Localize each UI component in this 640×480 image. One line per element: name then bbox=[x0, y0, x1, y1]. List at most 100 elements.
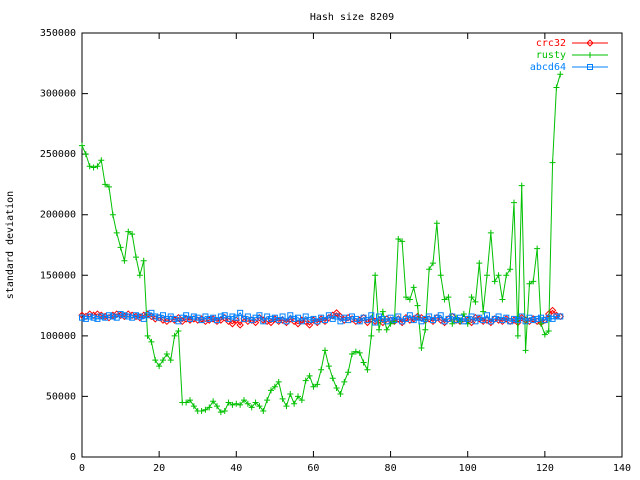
point bbox=[468, 294, 475, 301]
point bbox=[356, 318, 363, 325]
point bbox=[372, 272, 379, 279]
point bbox=[121, 312, 128, 319]
point bbox=[268, 387, 274, 394]
x-tick-label: 100 bbox=[459, 463, 477, 474]
point bbox=[221, 407, 228, 414]
point bbox=[159, 316, 167, 324]
point bbox=[333, 384, 340, 391]
point bbox=[433, 220, 440, 227]
point bbox=[372, 319, 379, 326]
point bbox=[210, 398, 217, 405]
point bbox=[156, 363, 163, 370]
point bbox=[125, 313, 132, 320]
point bbox=[106, 312, 112, 319]
y-tick-label: 300000 bbox=[40, 89, 76, 100]
point bbox=[98, 157, 105, 164]
point bbox=[264, 397, 271, 404]
point bbox=[271, 383, 278, 390]
point bbox=[437, 272, 444, 279]
point bbox=[364, 366, 371, 373]
point bbox=[86, 163, 93, 170]
point bbox=[410, 284, 417, 291]
point bbox=[376, 326, 382, 333]
point bbox=[302, 377, 309, 384]
point bbox=[364, 317, 371, 324]
point bbox=[117, 244, 124, 251]
point bbox=[553, 313, 560, 320]
point bbox=[441, 296, 448, 303]
point bbox=[383, 318, 390, 325]
point bbox=[322, 317, 328, 324]
point bbox=[140, 315, 147, 322]
point bbox=[287, 391, 294, 398]
point bbox=[175, 318, 182, 325]
point bbox=[368, 312, 375, 319]
point bbox=[418, 344, 425, 351]
point bbox=[337, 391, 344, 398]
point bbox=[337, 318, 344, 325]
point bbox=[437, 312, 444, 319]
point bbox=[233, 314, 240, 321]
point bbox=[298, 397, 305, 404]
point bbox=[221, 312, 228, 319]
point bbox=[217, 409, 224, 416]
point bbox=[206, 315, 213, 322]
x-tick-label: 120 bbox=[536, 463, 554, 474]
point bbox=[144, 332, 151, 339]
y-tick-label: 350000 bbox=[40, 28, 76, 39]
point bbox=[167, 357, 174, 364]
legend-label: rusty bbox=[536, 50, 566, 61]
point bbox=[399, 238, 406, 245]
point bbox=[507, 266, 514, 273]
point bbox=[503, 314, 510, 321]
point bbox=[349, 351, 355, 358]
point bbox=[260, 318, 267, 325]
point bbox=[445, 294, 452, 301]
point bbox=[236, 321, 244, 329]
point bbox=[383, 326, 390, 333]
point bbox=[518, 313, 525, 320]
plot-frame bbox=[81, 32, 623, 458]
point bbox=[129, 231, 136, 238]
point bbox=[414, 302, 421, 309]
y-tick-label: 100000 bbox=[40, 331, 76, 342]
point bbox=[244, 400, 251, 407]
point bbox=[298, 318, 305, 325]
point bbox=[341, 378, 348, 385]
point bbox=[233, 400, 240, 407]
point bbox=[260, 407, 267, 414]
point bbox=[491, 278, 498, 285]
point bbox=[133, 254, 139, 261]
point bbox=[248, 404, 255, 411]
y-tick-label: 50000 bbox=[46, 391, 76, 402]
point bbox=[244, 313, 251, 320]
point bbox=[345, 317, 352, 324]
point bbox=[352, 348, 359, 355]
point bbox=[511, 199, 517, 206]
x-tick-label: 60 bbox=[307, 463, 319, 474]
point bbox=[356, 349, 363, 356]
x-tick-label: 0 bbox=[79, 463, 85, 474]
point bbox=[306, 372, 313, 379]
point bbox=[360, 359, 367, 366]
point bbox=[93, 310, 102, 318]
point bbox=[484, 312, 490, 319]
point bbox=[514, 332, 521, 339]
point bbox=[256, 403, 263, 410]
point bbox=[332, 309, 341, 317]
point bbox=[426, 266, 433, 273]
point bbox=[106, 183, 112, 190]
point bbox=[214, 403, 220, 410]
point bbox=[287, 312, 294, 319]
point bbox=[229, 401, 236, 408]
point bbox=[163, 351, 170, 358]
point bbox=[545, 314, 552, 321]
point bbox=[133, 312, 139, 319]
point bbox=[406, 296, 413, 303]
point bbox=[549, 159, 556, 166]
point bbox=[79, 314, 85, 321]
y-tick-label: 250000 bbox=[40, 149, 76, 160]
point bbox=[430, 260, 436, 267]
point bbox=[534, 245, 541, 252]
